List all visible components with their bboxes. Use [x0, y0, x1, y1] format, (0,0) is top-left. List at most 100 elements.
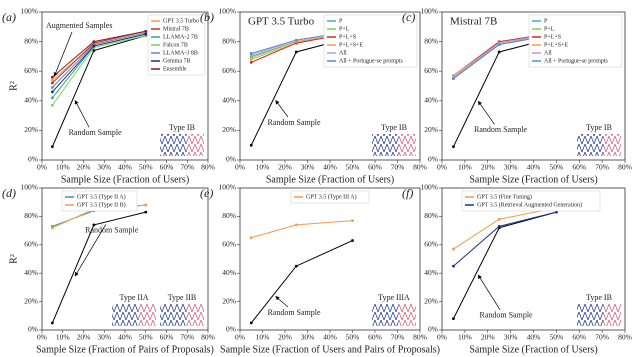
arrow [74, 224, 107, 277]
inset-image [186, 304, 204, 326]
x-tick-label: 70% [180, 163, 194, 172]
series-line-point [50, 226, 54, 230]
x-tick-label: 30% [301, 333, 315, 342]
x-tick-label: 40% [118, 333, 132, 342]
inset-image [160, 134, 187, 156]
series-line-point [452, 74, 455, 78]
y-tick-label: 0% [28, 325, 38, 334]
x-tick-label: 10% [458, 333, 472, 342]
series-line-point [497, 43, 501, 46]
panel: 0% 20% 40% 60% 80% 100% 0% 10% 20% 30% 40% 50% 60% 70… [2, 183, 215, 356]
inset-image [372, 134, 399, 156]
y-tick-label: 0% [28, 155, 38, 164]
x-tick-label: 0% [437, 163, 447, 172]
y-tick-label: 20% [24, 125, 38, 134]
series-line-point [497, 217, 501, 221]
x-tick-label: 70% [595, 163, 609, 172]
random-sample-line-point [452, 317, 455, 321]
x-tick-label: 20% [278, 163, 292, 172]
x-tick-label: 40% [527, 163, 541, 172]
panel-title: GPT 3.5 Turbo [248, 16, 315, 28]
random-sample-line-point [92, 49, 96, 52]
y-tick-label: 0% [226, 155, 236, 164]
y-tick-label: 80% [24, 211, 38, 220]
x-tick-label: 10% [56, 333, 70, 342]
inset-image [372, 304, 399, 326]
x-tick-label: 0% [37, 163, 47, 172]
x-tick-label: 0% [437, 333, 447, 342]
inset-image [603, 134, 621, 156]
series-line-point [92, 40, 96, 43]
legend-label: LLAMA-2 7B [163, 34, 198, 40]
legend-label: P+L+S [544, 34, 561, 40]
series-line-point [294, 38, 298, 42]
legend-label: P [544, 18, 548, 24]
series-line-point [249, 56, 253, 60]
x-tick-label: 10% [256, 163, 270, 172]
x-tick-label: 0% [235, 333, 245, 342]
x-tick-label: 50% [139, 163, 153, 172]
random-sample-label: Random Sample [85, 225, 139, 234]
x-tick-label: 60% [572, 163, 586, 172]
arrow [275, 296, 289, 308]
y-tick-label: 60% [24, 240, 38, 249]
inset-label: Type IIA [120, 293, 149, 302]
x-tick-label: 70% [595, 333, 609, 342]
x-axis-label: Sample Size (Fraction of Users) [469, 174, 597, 185]
legend-box [461, 190, 601, 212]
series-line-point [249, 52, 253, 55]
x-tick-label: 60% [572, 333, 586, 342]
inset-label: Type IB [169, 123, 195, 132]
series-line-point [249, 60, 253, 64]
y-tick-label: 60% [222, 66, 236, 75]
series-line-point [144, 203, 148, 207]
panel: 0% 20% 40% 60% 80% 100% 0% 10% 20% 30% 40% 50% 60% 70… [402, 7, 632, 186]
x-tick-label: 60% [368, 163, 382, 172]
x-axis-label: Sample Size (Fraction of Users) [61, 174, 189, 185]
inset-image [186, 134, 204, 156]
x-tick-label: 50% [550, 163, 564, 172]
y-tick-label: 100% [21, 183, 39, 192]
x-tick-label: 50% [139, 333, 153, 342]
y-tick-label: 0% [428, 155, 438, 164]
random-sample-label: Random Sample [479, 311, 533, 320]
x-tick-label: 60% [160, 333, 174, 342]
y-tick-label: 40% [222, 268, 236, 277]
legend-label: P+L+S+E [544, 42, 568, 48]
y-axis-label: R² [8, 81, 19, 91]
series-line-point [50, 78, 54, 82]
y-tick-label: 20% [222, 296, 236, 305]
x-tick-label: 40% [527, 333, 541, 342]
random-sample-label: Random Sample [267, 118, 321, 127]
legend-box [323, 14, 418, 68]
y-tick-label: 100% [219, 7, 237, 16]
x-tick-label: 20% [77, 333, 91, 342]
series-line-point [249, 236, 253, 240]
y-axis-label: R² [8, 254, 19, 264]
legend-label: Ensemble [163, 66, 187, 72]
y-tick-label: 100% [21, 7, 39, 16]
x-tick-label: 20% [481, 163, 495, 172]
panel-label: (e) [200, 186, 213, 200]
legend-label: All [544, 50, 552, 56]
y-tick-label: 80% [424, 36, 438, 45]
legend-label: GPT 3.5 Turbo [163, 18, 199, 24]
legend-label: GPT 3.5 (Retrieval Augmented Generation) [477, 201, 582, 208]
legend-label: P+L [544, 26, 555, 32]
y-tick-label: 60% [24, 66, 38, 75]
legend-label: All + Portugue-se prompts [544, 58, 609, 64]
x-tick-label: 50% [346, 163, 360, 172]
x-tick-label: 60% [368, 333, 382, 342]
series-line-point [50, 96, 54, 100]
x-tick-label: 70% [391, 333, 405, 342]
x-tick-label: 80% [413, 333, 427, 342]
y-tick-label: 80% [24, 36, 38, 45]
legend-label: GPT 3.5 (Type III A) [306, 193, 357, 200]
legend-label: All + Portugue-se prompts [339, 58, 404, 64]
x-tick-label: 50% [346, 333, 360, 342]
series-line-point [351, 219, 354, 223]
panel: 0% 20% 40% 60% 80% 100% 0% 10% 20% 30% 40% 50% 60% 70… [200, 183, 440, 356]
series-line [251, 220, 353, 239]
series-line [453, 207, 557, 250]
